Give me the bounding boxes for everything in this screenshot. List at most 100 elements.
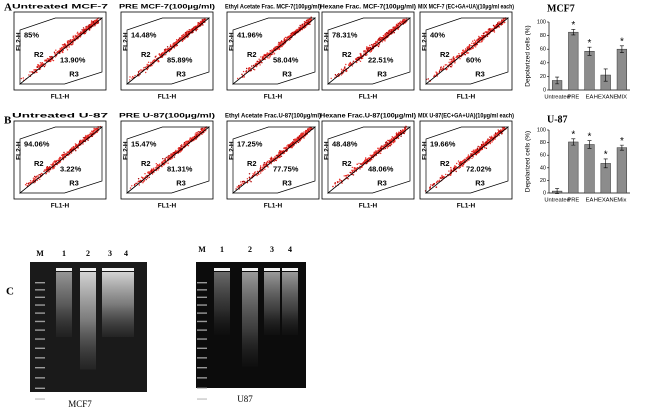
lane-label: M: [198, 245, 206, 254]
event-dot: [369, 47, 370, 48]
event-dot: [187, 141, 188, 142]
event-dot: [244, 76, 245, 77]
event-dot: [151, 65, 152, 66]
ladder-band: [197, 338, 207, 339]
event-dot: [174, 156, 175, 157]
axis-label: FL2-H: [123, 141, 130, 160]
axis-label: FL2-H: [324, 32, 331, 51]
event-dot: [31, 71, 32, 72]
dna-band: [214, 268, 230, 271]
event-dot: [459, 58, 460, 59]
event-dot: [371, 155, 372, 156]
gate-percent: 48.48%: [332, 139, 358, 148]
event-dot: [394, 32, 395, 33]
event-dot: [188, 145, 189, 146]
event-dot: [280, 42, 281, 43]
event-dot: [473, 43, 474, 44]
event-dot: [386, 141, 387, 142]
event-dot: [278, 153, 279, 154]
event-dot: [348, 174, 349, 175]
event-dot: [454, 167, 455, 168]
ladder-band: [35, 321, 45, 322]
event-dot: [36, 72, 37, 73]
dna-smear: [242, 272, 258, 367]
event-dot: [79, 33, 80, 34]
ladder-band: [35, 282, 45, 283]
event-dot: [352, 65, 353, 66]
event-dot: [489, 29, 490, 30]
event-dot: [398, 132, 399, 133]
event-dot: [495, 134, 496, 135]
event-dot: [71, 148, 72, 149]
event-dot: [354, 168, 355, 169]
event-dot: [167, 157, 168, 158]
event-dot: [166, 157, 167, 158]
event-dot: [39, 174, 40, 175]
event-dot: [378, 148, 379, 149]
event-dot: [260, 56, 261, 57]
event-dot: [430, 184, 431, 185]
event-dot: [260, 165, 261, 166]
event-dot: [204, 128, 205, 129]
event-dot: [179, 37, 180, 38]
lane-label: 4: [124, 249, 128, 258]
event-dot: [91, 131, 92, 132]
event-dot: [290, 39, 291, 40]
event-dot: [237, 186, 238, 187]
event-dot: [391, 144, 392, 145]
event-dot: [488, 139, 489, 140]
event-dot: [130, 187, 131, 188]
lane-label: 3: [108, 249, 112, 258]
y-tick-label: 40: [540, 60, 546, 66]
event-dot: [285, 148, 286, 149]
event-dot: [336, 75, 337, 76]
event-dot: [51, 59, 52, 60]
event-dot: [191, 138, 192, 139]
gel-caption: MCF7: [68, 399, 92, 409]
event-dot: [440, 177, 441, 178]
event-dot: [183, 36, 184, 37]
significance-marker: *: [571, 20, 575, 31]
event-dot: [484, 147, 485, 148]
event-dot: [23, 77, 24, 78]
event-dot: [478, 146, 479, 147]
event-dot: [288, 144, 289, 145]
gate-percent: 22.51%: [368, 55, 394, 64]
event-dot: [450, 66, 451, 67]
event-dot: [360, 53, 361, 54]
event-dot: [59, 50, 60, 51]
event-dot: [201, 130, 202, 131]
event-dot: [494, 31, 495, 32]
event-dot: [450, 61, 451, 62]
event-dot: [169, 47, 170, 48]
event-dot: [267, 52, 268, 53]
dna-smear: [80, 272, 96, 370]
event-dot: [355, 168, 356, 169]
event-dot: [469, 46, 470, 47]
event-dot: [461, 52, 462, 53]
event-dot: [75, 143, 76, 144]
event-dot: [272, 158, 273, 159]
event-dot: [63, 156, 64, 157]
axis-label: FL1-H: [359, 203, 378, 210]
event-dot: [491, 136, 492, 137]
ladder-band: [35, 388, 45, 389]
region-label: R2: [141, 50, 151, 59]
significance-marker: *: [620, 136, 624, 147]
event-dot: [354, 167, 355, 168]
event-dot: [30, 180, 31, 181]
x-tick-label: Mix: [617, 198, 626, 204]
axis-label: FL1-H: [158, 94, 177, 101]
event-dot: [175, 150, 176, 151]
event-dot: [396, 134, 397, 135]
event-dot: [339, 179, 340, 180]
event-dot: [292, 146, 293, 147]
region-label: R2: [247, 50, 257, 59]
event-dot: [476, 153, 477, 154]
event-dot: [455, 167, 456, 168]
event-dot: [270, 158, 271, 159]
event-dot: [77, 33, 78, 34]
event-dot: [341, 69, 342, 70]
event-dot: [248, 68, 249, 69]
flow-plot: Untreated MCF-785%13.90%R2R3FL1-HFL2-H: [12, 4, 109, 101]
